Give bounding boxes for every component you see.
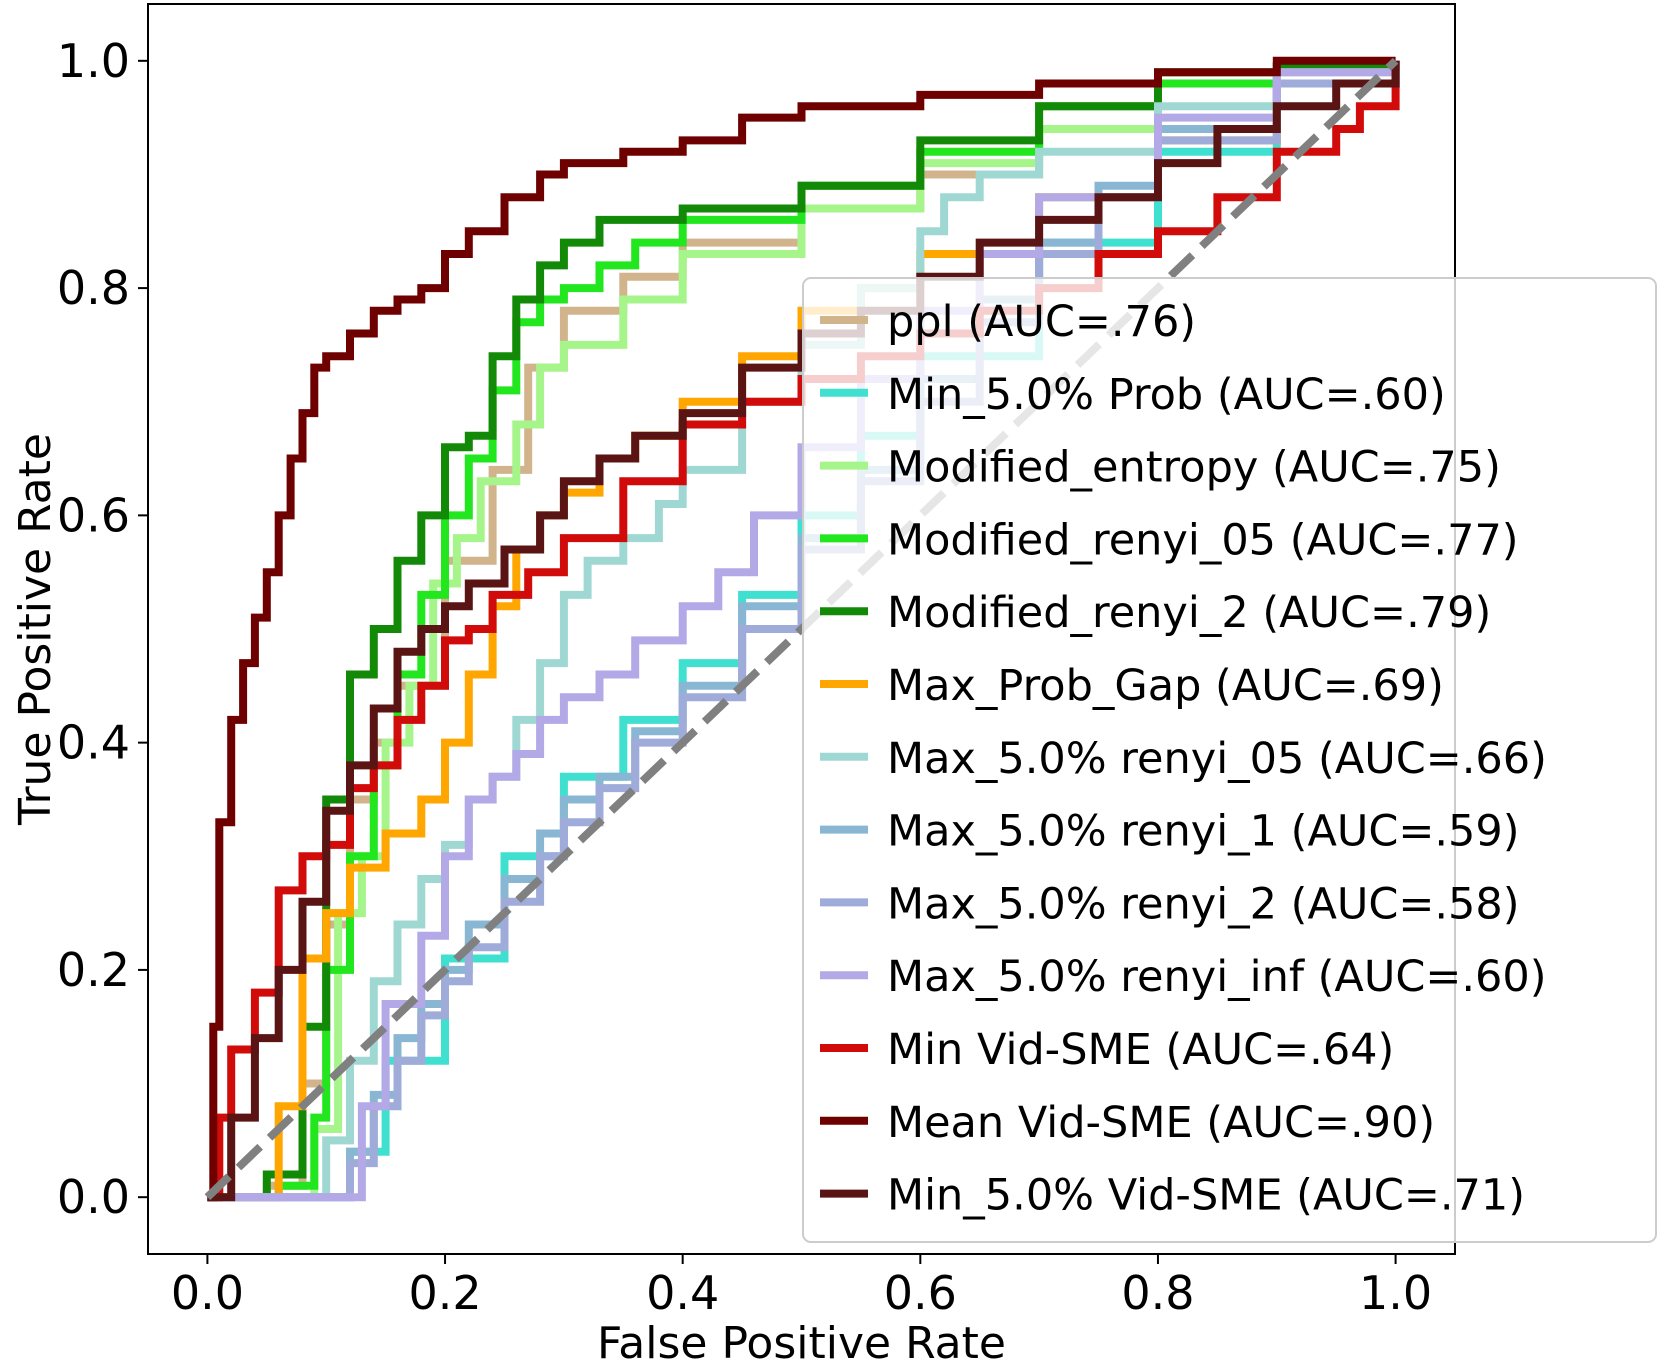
y-tick-label: 0.6 — [57, 488, 130, 542]
series-line-10 — [207, 60, 1400, 1202]
x-axis-ticks: 0.0 0.2 0.4 0.6 0.8 1.0 — [171, 1254, 1432, 1320]
legend-label: Modified_renyi_2 (AUC=.79) — [887, 588, 1491, 638]
legend-label: Modified_entropy (AUC=.75) — [887, 443, 1501, 493]
chance-diagonal-line — [204, 57, 1399, 1201]
y-tick-label: 1.0 — [57, 34, 130, 88]
legend-label: Min Vid-SME (AUC=.64) — [887, 1025, 1394, 1075]
series-line-12 — [207, 56, 1396, 1202]
legend: ppl (AUC=.76) Min_5.0% Prob (AUC=.60) Modi… — [802, 277, 1657, 1243]
legend-label: Max_5.0% renyi_1 (AUC=.59) — [887, 807, 1520, 857]
y-axis-label: True Positive Rate — [10, 433, 61, 826]
x-axis-label: False Positive Rate — [597, 1318, 1006, 1365]
legend-label: Min_5.0% Prob (AUC=.60) — [887, 370, 1446, 420]
legend-label: Mean Vid-SME (AUC=.90) — [887, 1098, 1435, 1148]
series-line-9 — [207, 60, 1400, 1202]
series-line-11 — [207, 60, 1400, 1202]
series-layer — [204, 56, 1400, 1202]
y-tick-label: 0.2 — [57, 943, 130, 997]
series-line-7 — [207, 60, 1400, 1202]
x-tick-label: 0.4 — [646, 1266, 719, 1320]
y-axis-ticks: 0.0 0.2 0.4 0.6 0.8 1.0 — [57, 34, 148, 1224]
legend-label: Max_5.0% renyi_05 (AUC=.66) — [887, 734, 1547, 784]
y-tick-label: 0.0 — [57, 1170, 130, 1224]
x-tick-label: 0.0 — [171, 1266, 244, 1320]
y-tick-label: 0.4 — [57, 716, 130, 770]
x-tick-label: 0.6 — [884, 1266, 957, 1320]
legend-label: Max_5.0% renyi_inf (AUC=.60) — [887, 952, 1547, 1002]
x-tick-label: 0.2 — [408, 1266, 481, 1320]
y-tick-label: 0.8 — [57, 261, 130, 315]
legend-label: ppl (AUC=.76) — [887, 297, 1196, 347]
legend-label: Modified_renyi_05 (AUC=.77) — [887, 515, 1519, 565]
legend-label: Max_5.0% renyi_2 (AUC=.58) — [887, 879, 1520, 929]
legend-label: Min_5.0% Vid-SME (AUC=.71) — [887, 1171, 1525, 1221]
legend-label: Max_Prob_Gap (AUC=.69) — [887, 661, 1444, 711]
x-tick-label: 0.8 — [1121, 1266, 1194, 1320]
legend-box — [802, 277, 1657, 1243]
series-line-13 — [207, 60, 1400, 1202]
x-tick-label: 1.0 — [1359, 1266, 1432, 1320]
